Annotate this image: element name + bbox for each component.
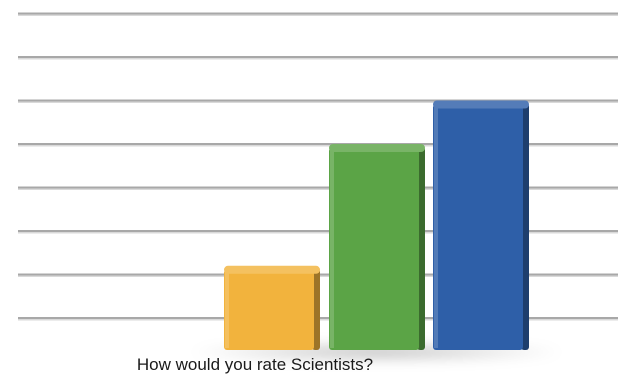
gridlines <box>18 12 618 321</box>
bar-top <box>224 265 320 274</box>
bar-2 <box>329 144 425 350</box>
bar-face <box>329 148 419 350</box>
bar-highlight <box>434 106 438 348</box>
bars <box>224 100 529 350</box>
bar-top <box>329 144 425 152</box>
bar-1 <box>224 265 320 350</box>
bar-top <box>433 100 529 109</box>
bar-highlight <box>330 150 334 348</box>
x-axis-label: How would you rate Scientists? <box>137 355 373 374</box>
bar-3 <box>433 100 529 350</box>
bar-highlight <box>225 271 229 348</box>
bar-face <box>433 104 523 350</box>
bar-face <box>224 269 314 350</box>
